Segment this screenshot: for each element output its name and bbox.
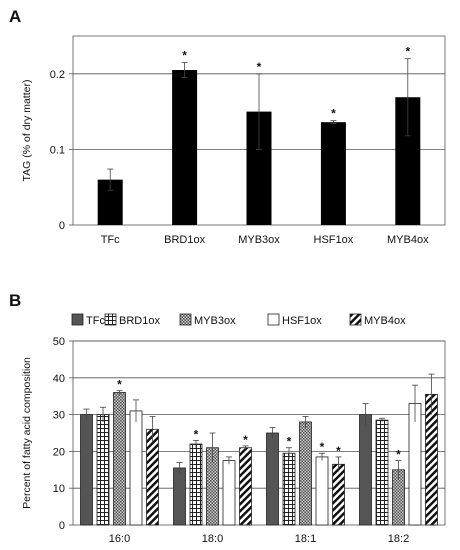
significance-star-MYB3ox-18:2: * [396, 448, 401, 462]
legend-label-HSF1ox: HSF1ox [282, 315, 322, 327]
significance-star-HSF1ox-18:1: * [320, 440, 325, 454]
significance-star-BRD1ox: * [182, 48, 187, 62]
bar-HSF1ox [320, 122, 346, 225]
plot-frame-b [72, 340, 446, 526]
legend-swatch-TFc [71, 313, 84, 326]
xtick-label-TFc: TFc [101, 234, 120, 246]
legend-swatch-HSF1ox [267, 313, 280, 326]
bar-TFc-16:0 [80, 414, 93, 526]
legend-label-BRD1ox: BRD1ox [119, 315, 160, 327]
xtick-label-18:1: 18:1 [295, 533, 316, 545]
ytick-label-b: 30 [53, 410, 65, 422]
xtick-label-BRD1ox: BRD1ox [164, 234, 205, 246]
xtick-label-HSF1ox: HSF1ox [314, 234, 354, 246]
xtick-label-MYB4ox: MYB4ox [387, 234, 429, 246]
legend-label-TFc: TFc [86, 315, 105, 327]
bar-BRD1ox-16:0 [96, 414, 110, 526]
legend-swatch-MYB4ox [349, 313, 362, 326]
y-axis-title-a: TAG (% of dry matter) [21, 80, 33, 182]
legend-swatch-MYB3ox [179, 313, 192, 326]
ytick-label-b: 10 [53, 483, 65, 495]
xtick-label-MYB3ox: MYB3ox [238, 234, 280, 246]
significance-star-MYB4ox-18:0: * [243, 433, 248, 447]
bar-TFc-18:0 [173, 467, 186, 526]
bar-MYB4ox-18:0 [239, 447, 252, 526]
legend-swatch-BRD1ox [104, 313, 117, 326]
bar-BRD1ox-18:1 [282, 452, 296, 526]
ytick-label-b: 50 [53, 336, 65, 348]
ytick-label-b: 20 [53, 446, 65, 458]
significance-star-HSF1ox: * [331, 107, 336, 121]
significance-star-BRD1ox-18:0: * [194, 427, 199, 441]
bar-MYB4ox-18:1 [332, 463, 345, 526]
bar-TFc-18:2 [359, 414, 372, 526]
ytick-label-b: 0 [59, 520, 65, 532]
panel-b: B TFc BRD1ox MYB3ox HSF1ox MYB4ox 0 10 20 30 40 50 P… [9, 291, 446, 545]
significance-star-MYB4ox: * [405, 45, 410, 59]
ytick-label-a: 0 [59, 220, 65, 232]
xtick-label-18:2: 18:2 [388, 533, 409, 545]
bar-HSF1ox-18:0 [222, 460, 236, 526]
significance-star-MYB3ox-16:0: * [117, 378, 122, 392]
ytick-label-a: 0.1 [50, 144, 65, 156]
significance-star-BRD1ox-18:1: * [287, 435, 292, 449]
bar-MYB3ox-18:1 [299, 421, 312, 526]
bar-BRD1ox-18:2 [375, 419, 389, 526]
bar-BRD1ox [172, 70, 198, 226]
xtick-label-16:0: 16:0 [109, 533, 130, 545]
bar-TFc-18:1 [266, 432, 279, 526]
bar-HSF1ox-18:1 [315, 456, 329, 526]
bar-MYB3ox-16:0 [113, 392, 126, 526]
ytick-label-a: 0.2 [50, 69, 65, 81]
panel-a: A 0 0.1 0.2 TAG (% of dry matter) TFc * BRD1ox *… [9, 7, 446, 246]
bar-BRD1ox-18:0 [189, 443, 203, 526]
significance-star-MYB4ox-18:1: * [336, 444, 341, 458]
significance-star-MYB3ox: * [257, 60, 262, 74]
legend-label-MYB4ox: MYB4ox [364, 315, 406, 327]
bar-HSF1ox-16:0 [129, 410, 143, 526]
ytick-label-b: 40 [53, 373, 65, 385]
xtick-label-18:0: 18:0 [202, 533, 223, 545]
panel-label-a: A [9, 7, 21, 26]
y-axis-title-b: Percent of fatty acid composition [21, 357, 33, 509]
legend-label-MYB3ox: MYB3ox [194, 315, 236, 327]
bar-MYB4ox-16:0 [146, 428, 159, 526]
panel-label-b: B [9, 291, 21, 310]
